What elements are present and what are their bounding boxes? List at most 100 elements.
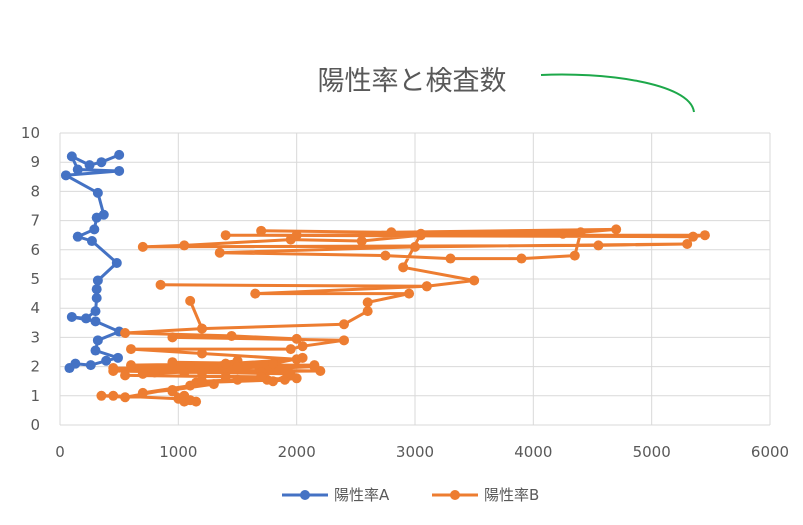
data-point <box>339 335 349 346</box>
data-point <box>339 319 349 330</box>
y-tick-label: 6 <box>30 241 40 259</box>
data-point <box>469 275 480 286</box>
data-point <box>114 165 125 176</box>
data-point <box>268 358 278 369</box>
data-point <box>90 316 101 327</box>
data-point <box>309 361 320 372</box>
y-tick-label: 10 <box>21 124 40 142</box>
data-point <box>149 367 160 378</box>
data-point <box>92 335 103 346</box>
title-annotation-curve <box>540 73 695 113</box>
data-point <box>297 341 308 352</box>
y-tick-label: 9 <box>30 153 40 171</box>
y-tick-labels: 0 1 2 3 4 5 6 7 8 9 10 <box>21 124 40 434</box>
data-point <box>688 231 699 242</box>
data-point <box>120 370 131 381</box>
x-tick-label: 2000 <box>278 443 316 461</box>
data-point <box>84 160 95 171</box>
data-point <box>250 288 261 299</box>
x-tick-labels: 0 1000 2000 3000 4000 5000 6000 <box>55 443 789 461</box>
data-point <box>410 241 420 252</box>
data-point <box>112 352 123 363</box>
data-point <box>220 230 231 241</box>
series-b <box>96 224 710 407</box>
data-point <box>72 231 83 242</box>
x-tick-label: 5000 <box>633 443 671 461</box>
y-tick-label: 3 <box>30 328 40 346</box>
data-point <box>108 390 119 401</box>
data-point <box>445 253 456 264</box>
data-point <box>380 250 391 261</box>
data-point <box>285 368 296 379</box>
data-point <box>66 151 77 162</box>
x-tick-label: 0 <box>55 443 65 461</box>
data-point <box>96 390 107 401</box>
data-point <box>90 345 101 356</box>
y-tick-label: 1 <box>30 387 40 405</box>
data-point <box>220 358 231 369</box>
data-point <box>91 292 102 303</box>
legend: 陽性率A 陽性率B <box>282 486 539 504</box>
y-tick-label: 7 <box>30 212 40 230</box>
data-point <box>197 348 207 359</box>
data-point <box>285 234 296 245</box>
data-point <box>120 328 131 339</box>
data-point <box>220 371 231 382</box>
series-layer <box>60 149 710 407</box>
legend-item: 陽性率B <box>432 486 539 504</box>
data-point <box>232 361 243 372</box>
data-point <box>92 187 103 198</box>
legend-label: 陽性率B <box>484 486 539 504</box>
data-point <box>167 357 178 368</box>
data-point <box>611 224 622 235</box>
data-point <box>256 225 267 236</box>
legend-label: 陽性率A <box>334 486 390 504</box>
data-point <box>362 297 373 308</box>
data-point <box>421 281 432 292</box>
data-point <box>185 395 196 406</box>
data-point <box>179 367 190 378</box>
y-tick-label: 4 <box>30 299 40 317</box>
data-point <box>155 279 166 290</box>
data-point <box>108 365 119 376</box>
data-point <box>101 355 112 366</box>
data-point <box>285 344 296 355</box>
data-point <box>64 363 75 374</box>
legend-marker <box>450 490 460 500</box>
data-point <box>516 253 527 264</box>
data-point <box>185 380 196 391</box>
data-point <box>268 376 278 387</box>
data-point <box>208 379 219 390</box>
data-point <box>404 288 415 299</box>
chart-title: 陽性率と検査数 <box>318 66 507 97</box>
data-point <box>96 157 107 168</box>
data-point <box>226 330 237 341</box>
data-point <box>197 367 207 378</box>
data-point <box>167 332 178 343</box>
grid <box>59 132 771 426</box>
data-point <box>89 224 100 235</box>
data-point <box>91 284 102 295</box>
y-tick-label: 2 <box>30 358 40 376</box>
data-point <box>197 323 207 334</box>
data-point <box>208 363 219 374</box>
data-point <box>557 228 568 239</box>
data-point <box>85 360 96 371</box>
y-tick-label: 5 <box>30 270 40 288</box>
data-point <box>575 227 586 238</box>
x-tick-label: 3000 <box>396 443 434 461</box>
x-tick-label: 4000 <box>514 443 552 461</box>
data-point <box>362 306 373 317</box>
legend-marker <box>300 490 310 500</box>
data-point <box>137 368 148 379</box>
y-tick-label: 0 <box>30 416 40 434</box>
data-point <box>356 236 367 247</box>
data-point <box>114 149 125 160</box>
data-point <box>126 344 136 355</box>
data-point <box>297 352 308 363</box>
data-point <box>291 333 302 344</box>
data-point <box>120 392 131 403</box>
data-point <box>197 376 207 387</box>
data-point <box>185 295 196 306</box>
